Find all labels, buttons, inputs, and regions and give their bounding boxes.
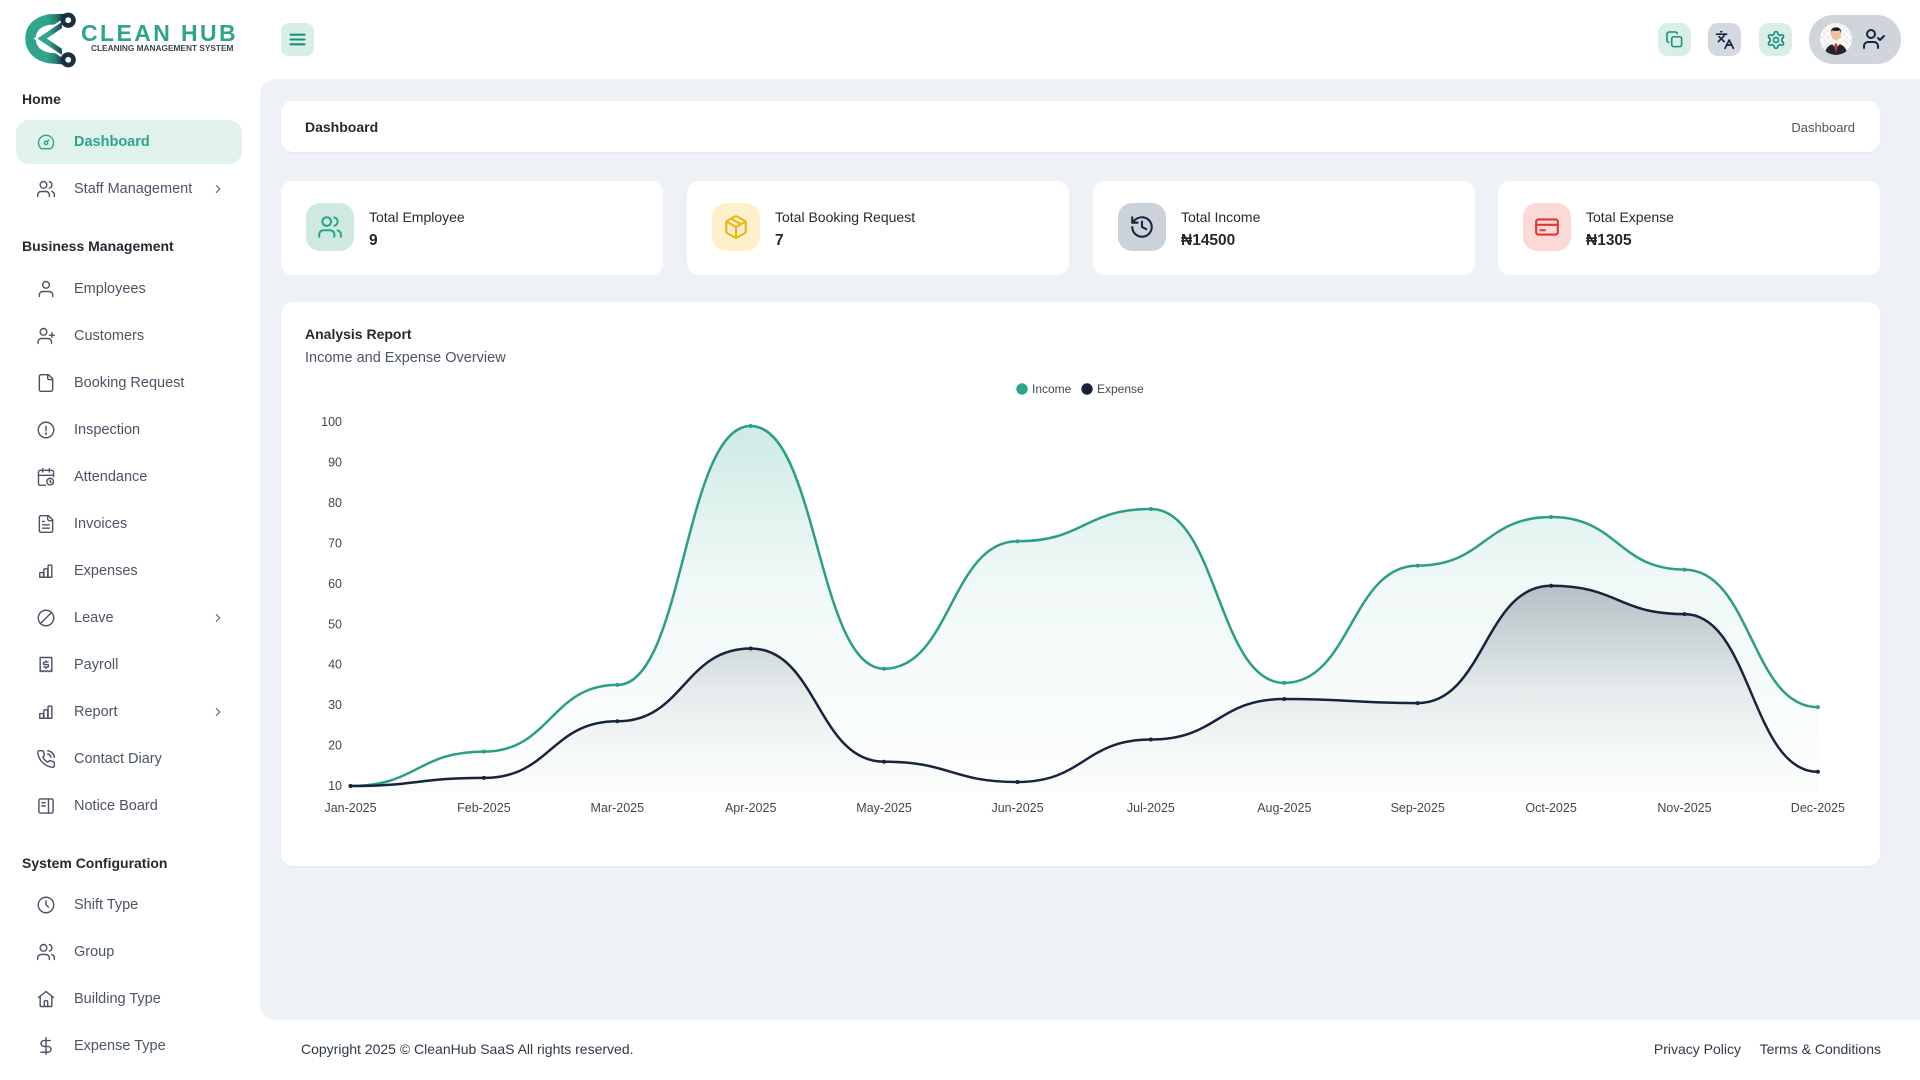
svg-text:Nov-2025: Nov-2025: [1657, 801, 1711, 815]
svg-text:Expense: Expense: [1097, 382, 1144, 396]
svg-text:40: 40: [328, 658, 342, 672]
svg-text:Oct-2025: Oct-2025: [1525, 801, 1576, 815]
svg-text:Apr-2025: Apr-2025: [725, 801, 776, 815]
svg-text:60: 60: [328, 577, 342, 591]
svg-text:90: 90: [328, 456, 342, 470]
svg-text:Jun-2025: Jun-2025: [991, 801, 1043, 815]
svg-text:Jan-2025: Jan-2025: [324, 801, 376, 815]
svg-text:10: 10: [328, 779, 342, 793]
svg-text:20: 20: [328, 739, 342, 753]
svg-text:100: 100: [321, 415, 342, 429]
svg-text:80: 80: [328, 496, 342, 510]
svg-text:Income: Income: [1032, 382, 1072, 396]
svg-text:May-2025: May-2025: [856, 801, 912, 815]
svg-text:Mar-2025: Mar-2025: [591, 801, 645, 815]
svg-text:Jul-2025: Jul-2025: [1127, 801, 1175, 815]
svg-text:Dec-2025: Dec-2025: [1791, 801, 1845, 815]
svg-text:50: 50: [328, 617, 342, 631]
svg-text:Feb-2025: Feb-2025: [457, 801, 511, 815]
svg-text:30: 30: [328, 698, 342, 712]
svg-text:Sep-2025: Sep-2025: [1391, 801, 1445, 815]
svg-text:70: 70: [328, 536, 342, 550]
svg-text:Aug-2025: Aug-2025: [1257, 801, 1311, 815]
